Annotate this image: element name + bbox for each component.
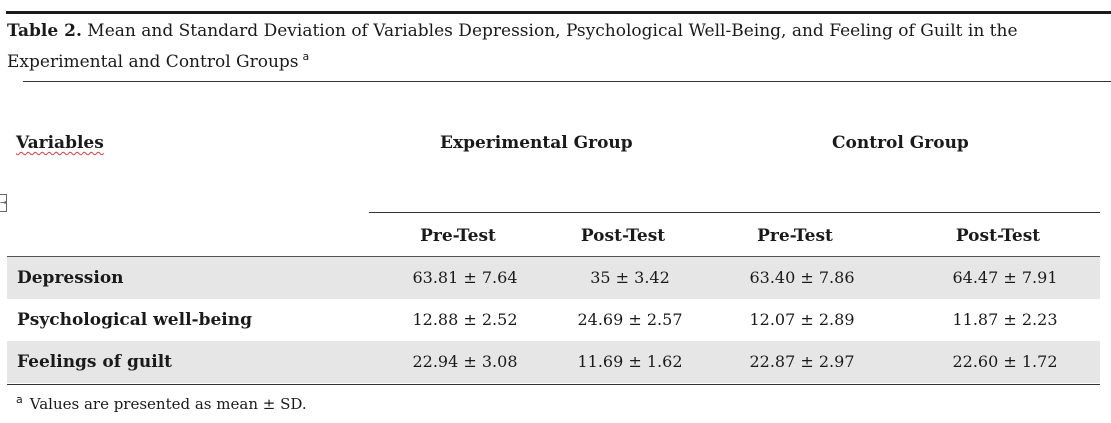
row-label: Psychological well-being <box>17 310 252 330</box>
footnote-text: Values are presented as mean ± SD. <box>29 395 307 413</box>
cell-value: 63.40 ± 7.86 <box>749 268 855 287</box>
cell-value: 63.81 ± 7.64 <box>412 268 518 287</box>
footnote-marker: a <box>16 393 23 406</box>
bottom-rule <box>7 384 1100 385</box>
group-rule <box>369 212 1100 213</box>
subheader-rule <box>7 256 1100 257</box>
table-footnote: a Values are presented as mean ± SD. <box>16 393 307 413</box>
header-variables-text: Variables <box>16 133 104 153</box>
header-experimental-group: Experimental Group <box>440 133 633 153</box>
header-variables: Variables <box>16 133 104 153</box>
table-row: Feelings of guilt 22.94 ± 3.08 11.69 ± 1… <box>7 341 1100 383</box>
table-move-handle-icon[interactable]: → <box>0 194 7 212</box>
subheader-exp-posttest: Post-Test <box>580 226 666 246</box>
caption-label: Table 2. <box>7 21 82 41</box>
table-caption: Table 2. Mean and Standard Deviation of … <box>7 18 1097 75</box>
subheader-exp-pretest: Pre-Test <box>420 226 496 246</box>
caption-text: Mean and Standard Deviation of Variables… <box>7 21 1018 72</box>
cell-value: 64.47 ± 7.91 <box>952 268 1058 287</box>
table-row: Psychological well-being 12.88 ± 2.52 24… <box>7 299 1100 341</box>
subheader-ctrl-pretest: Pre-Test <box>757 226 833 246</box>
cell-value: 11.87 ± 2.23 <box>952 310 1058 329</box>
cell-value: 12.07 ± 2.89 <box>749 310 855 329</box>
cell-value: 22.60 ± 1.72 <box>952 352 1058 371</box>
caption-footnote-marker: a <box>302 50 310 63</box>
cell-value: 12.88 ± 2.52 <box>412 310 518 329</box>
cell-value: 11.69 ± 1.62 <box>577 352 683 371</box>
subheader-ctrl-posttest: Post-Test <box>955 226 1041 246</box>
cell-value: 35 ± 3.42 <box>590 268 670 287</box>
table-row: Depression 63.81 ± 7.64 35 ± 3.42 63.40 … <box>7 257 1100 299</box>
row-label: Feelings of guilt <box>17 352 173 372</box>
top-rule <box>6 11 1111 14</box>
caption-rule <box>23 81 1111 82</box>
cell-value: 22.87 ± 2.97 <box>749 352 855 371</box>
header-control-group: Control Group <box>832 133 969 153</box>
cell-value: 24.69 ± 2.57 <box>577 310 683 329</box>
row-label: Depression <box>17 268 124 288</box>
cell-value: 22.94 ± 3.08 <box>412 352 518 371</box>
